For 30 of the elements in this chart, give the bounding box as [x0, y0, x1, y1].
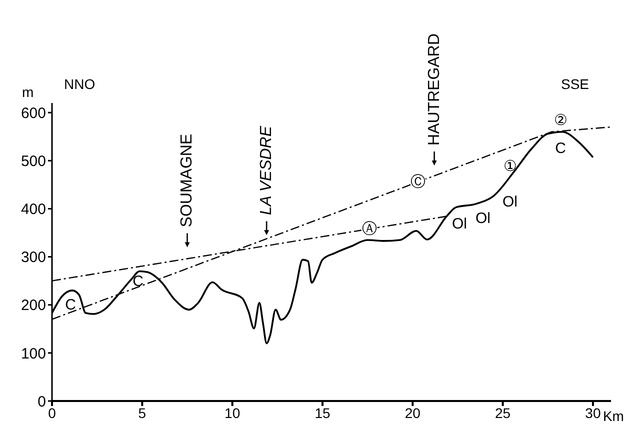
annotation: LA VESDRE: [258, 126, 276, 216]
y-tick-label: 100: [20, 345, 46, 362]
x-tick-label: 20: [404, 404, 421, 421]
y-axis-title: m: [22, 84, 34, 100]
y-tick-label: 400: [20, 201, 46, 218]
x-tick-label: 25: [495, 404, 511, 421]
annotation: ①: [504, 158, 517, 175]
annotation: Ⓒ: [410, 173, 426, 190]
annotation: ②: [554, 112, 568, 129]
annotation: C: [65, 296, 76, 314]
y-tick-label: 200: [20, 297, 46, 314]
annotation: Ol: [452, 216, 468, 233]
annotation: SOUMAGNE: [178, 134, 196, 228]
annotation: HAUTREGARD: [426, 33, 443, 146]
y-tick-label: 600: [20, 104, 46, 122]
annotation: Ol: [475, 210, 490, 227]
annotation: C: [555, 140, 566, 158]
x-tick-label: 0: [48, 404, 56, 421]
annotation: C: [132, 272, 144, 290]
text: NNO: [64, 76, 96, 92]
y-tick-label: 300: [20, 249, 46, 266]
annotation: Ⓐ: [362, 220, 377, 238]
y-tick-label: 500: [20, 153, 46, 170]
x-axis-title: Km: [602, 408, 624, 424]
annotation: Ol: [502, 194, 518, 211]
x-tick-label: 10: [224, 404, 240, 421]
text: SSE: [560, 76, 589, 92]
x-tick-label: 15: [314, 404, 330, 421]
x-tick-label: 30: [585, 404, 601, 421]
x-tick-label: 5: [138, 404, 146, 421]
